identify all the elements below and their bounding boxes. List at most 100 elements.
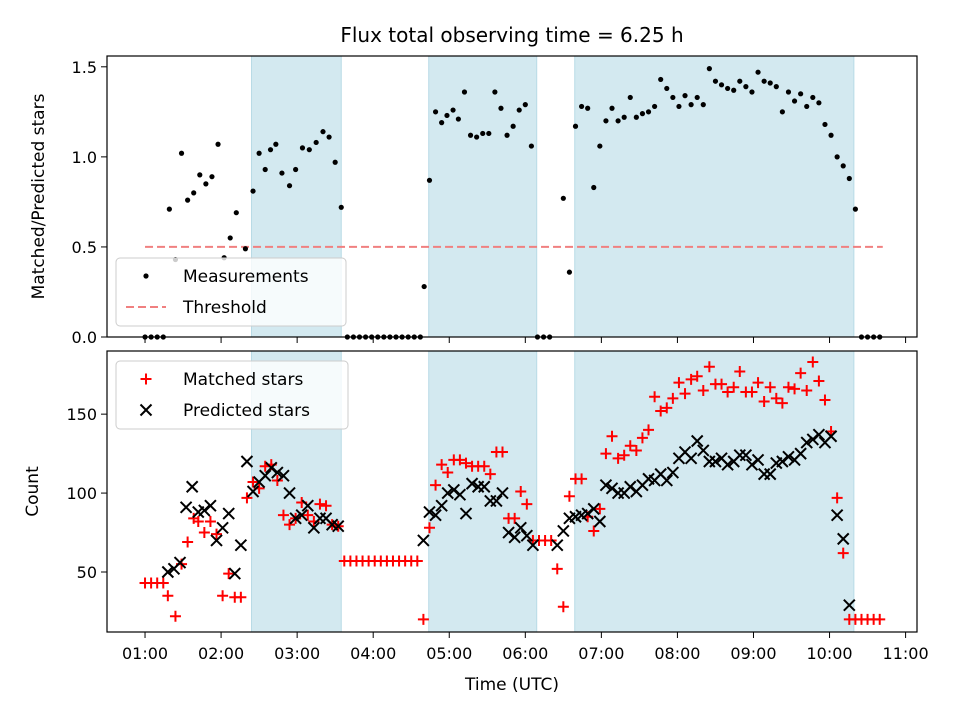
matched-stars-point	[169, 610, 181, 622]
matched-stars-point	[247, 476, 259, 488]
matched-stars-point	[192, 515, 204, 527]
matched-stars-point	[436, 459, 448, 471]
measurement-point	[846, 175, 852, 182]
predicted-stars-point	[173, 556, 187, 569]
predicted-stars-point	[423, 505, 436, 519]
predicted-stars-point	[210, 534, 223, 547]
measurement-point	[455, 116, 461, 122]
predicted-stars-point	[216, 521, 229, 535]
matched-stars-point	[630, 444, 642, 456]
x-tick-label: 03:00	[274, 644, 320, 663]
predicted-stars-point	[551, 538, 564, 552]
matched-stars-point	[557, 601, 569, 613]
measurement-point	[749, 89, 755, 95]
matched-stars-point	[509, 512, 521, 524]
measurement-point	[712, 78, 719, 84]
ratio-x-ticks	[144, 337, 907, 343]
x-tick-label: 07:00	[578, 644, 624, 663]
predicted-stars-point	[837, 532, 850, 546]
predicted-stars-point	[721, 458, 734, 471]
predicted-stars-point	[453, 488, 467, 501]
count-panel-frame	[106, 350, 918, 633]
measurement-point	[578, 103, 585, 110]
matched-stars-point	[691, 370, 703, 382]
legend-box	[115, 360, 349, 430]
matched-stars-point	[320, 500, 332, 512]
predicted-stars-point	[204, 499, 217, 512]
measurement-point	[852, 206, 858, 212]
matched-stars-point	[460, 457, 472, 469]
measurement-point	[706, 66, 712, 72]
predicted-stars-point	[709, 455, 722, 468]
predicted-stars-point	[520, 529, 534, 542]
x-tick-label: 06:00	[502, 644, 548, 663]
matched-stars-point	[588, 525, 600, 537]
matched-stars-point	[661, 402, 673, 414]
matched-stars-point	[198, 527, 210, 539]
measurement-point	[737, 78, 743, 84]
matched-stars-point	[831, 492, 843, 504]
matched-stars-point	[746, 386, 758, 398]
legend-x-marker	[139, 403, 153, 417]
matched-stars-point	[679, 388, 691, 400]
measurement-point	[267, 147, 274, 153]
matched-stars-point	[734, 366, 746, 378]
matched-stars-point	[606, 430, 618, 442]
measurement-point	[798, 91, 804, 97]
measurement-point	[670, 94, 676, 101]
legend-dot-marker	[143, 273, 149, 279]
measurement-point	[203, 181, 209, 187]
matched-stars-point	[807, 356, 819, 368]
predicted-stars-point	[660, 474, 673, 487]
matched-stars-point	[521, 498, 533, 510]
matched-stars-point	[728, 381, 740, 393]
measurement-point	[731, 87, 737, 93]
matched-stars-point	[801, 384, 813, 396]
matched-stars-point	[655, 405, 667, 417]
legend-label: Measurements	[183, 267, 309, 287]
predicted-stars-point	[441, 486, 454, 500]
matched-stars-point	[496, 446, 508, 458]
predicted-stars-point	[277, 469, 290, 482]
predicted-stars-point	[234, 538, 248, 552]
measurement-point	[585, 105, 591, 111]
measurement-point	[828, 132, 834, 138]
matched-stars-point	[636, 432, 648, 444]
matched-stars-point	[576, 473, 588, 485]
matched-stars-point	[162, 590, 174, 602]
measurement-point	[166, 206, 172, 212]
legend-box	[115, 257, 347, 327]
measurement-point	[178, 150, 185, 156]
matched-stars-point	[722, 386, 734, 398]
matched-stars-point	[624, 440, 636, 452]
measurement-point	[572, 123, 579, 129]
matched-stars-point	[667, 392, 679, 404]
matched-stars-point	[423, 522, 435, 534]
predicted-stars-point	[593, 515, 607, 528]
matched-stars-point	[673, 377, 685, 389]
measurement-point	[761, 78, 767, 84]
predicted-stars-point	[185, 480, 199, 493]
chart-title: Flux total observing time = 6.25 h	[340, 23, 683, 47]
measurement-point	[676, 103, 682, 110]
matched-stars-point	[182, 536, 194, 548]
predicted-stars-point	[417, 534, 430, 547]
predicted-stars-point	[764, 467, 777, 481]
matched-stars-point	[618, 449, 630, 461]
predicted-stars-point	[459, 507, 473, 520]
matched-stars-point	[223, 568, 235, 580]
matched-stars-point	[411, 555, 423, 567]
y-tick-label: 1.5	[72, 58, 97, 77]
predicted-stars-point	[557, 524, 570, 538]
matched-stars-point	[703, 361, 715, 373]
x-tick-label: 09:00	[730, 644, 776, 663]
x-tick-label: 04:00	[350, 644, 396, 663]
measurement-point	[522, 102, 528, 108]
measurement-point	[767, 80, 773, 86]
measurement-point	[688, 102, 694, 108]
measurement-point	[306, 147, 312, 153]
measurement-point	[743, 84, 749, 90]
measurement-point	[597, 143, 603, 149]
ratio-panel: 0.0 0.5 1.0 1.5 Flux total observing time =…	[29, 23, 918, 347]
measurement-point	[516, 107, 522, 113]
